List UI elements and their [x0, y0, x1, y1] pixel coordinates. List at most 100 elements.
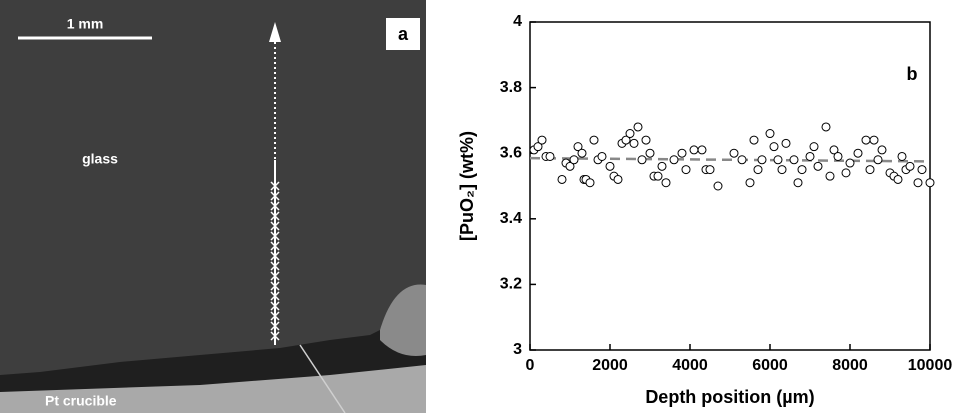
data-point	[669, 155, 679, 165]
x-tick-label: 10000	[908, 357, 953, 374]
cross	[270, 271, 280, 281]
data-point	[869, 135, 879, 145]
data-point	[865, 165, 875, 175]
data-point	[793, 178, 803, 188]
x-axis-label: Depth position (µm)	[645, 387, 814, 407]
cross	[270, 191, 280, 201]
y-tick-label: 3.2	[500, 276, 522, 293]
cross	[270, 221, 280, 231]
data-point	[861, 135, 871, 145]
data-point	[905, 161, 915, 171]
data-point	[789, 155, 799, 165]
data-point	[557, 174, 567, 184]
data-point	[565, 161, 575, 171]
data-point	[597, 151, 607, 161]
crucible-edge	[380, 284, 426, 356]
chart-panel: b Depth position (µm) [PuO₂] (wt%) 3 3.2 3…	[457, 13, 953, 407]
data-point	[689, 145, 699, 155]
data-point	[777, 165, 787, 175]
data-point	[773, 155, 783, 165]
micrograph-panel: 1 mm a glass Pt crucible	[0, 0, 426, 413]
data-point	[633, 122, 643, 132]
data-point	[813, 161, 823, 171]
data-point	[917, 165, 927, 175]
data-point	[589, 135, 599, 145]
cross	[270, 261, 280, 271]
measure-points	[270, 181, 280, 341]
data-point	[697, 145, 707, 155]
y-tick-label: 4	[513, 13, 522, 30]
x-tick-label: 4000	[672, 357, 708, 374]
data-point	[713, 181, 723, 191]
data-point	[753, 165, 763, 175]
region-label: Pt crucible	[45, 393, 117, 409]
cross	[270, 201, 280, 211]
data-point	[645, 148, 655, 158]
data-point	[841, 168, 851, 178]
data-point	[613, 174, 623, 184]
x-tick-label: 8000	[832, 357, 868, 374]
data-point	[573, 142, 583, 152]
data-point	[809, 142, 819, 152]
y-tick-label: 3.8	[500, 79, 522, 96]
data-point	[877, 145, 887, 155]
data-point	[745, 178, 755, 188]
y-tick-label: 3.4	[500, 210, 522, 227]
data-point	[925, 178, 935, 188]
cross	[270, 281, 280, 291]
data-point	[821, 122, 831, 132]
data-point	[829, 145, 839, 155]
data-point	[853, 148, 863, 158]
data-point	[569, 155, 579, 165]
data-point	[797, 165, 807, 175]
cross	[270, 231, 280, 241]
x-tick-label: 2000	[592, 357, 628, 374]
scale-bar-label: 1 mm	[67, 16, 104, 32]
data-point	[625, 129, 635, 139]
data-point	[641, 135, 651, 145]
data-point	[769, 142, 779, 152]
data-point	[705, 165, 715, 175]
data-point	[605, 161, 615, 171]
trend-line	[529, 156, 931, 163]
data-point	[533, 142, 543, 152]
data-point	[737, 155, 747, 165]
cross	[270, 311, 280, 321]
cross	[270, 251, 280, 261]
y-tick-label: 3	[513, 341, 522, 358]
data-point	[913, 178, 923, 188]
data-point	[833, 151, 843, 161]
x-tick-label: 0	[526, 357, 535, 374]
crust	[0, 300, 426, 395]
region-label: glass	[82, 151, 118, 167]
data-point	[897, 151, 907, 161]
data-point	[781, 138, 791, 148]
cross	[270, 291, 280, 301]
data-point	[805, 151, 815, 161]
cross	[270, 211, 280, 221]
data-point	[537, 135, 547, 145]
scratch	[299, 344, 346, 413]
data-point	[621, 135, 631, 145]
cross	[270, 301, 280, 311]
data-point	[749, 135, 759, 145]
data-point	[653, 171, 663, 181]
data-point	[661, 178, 671, 188]
arrow-head	[269, 22, 281, 42]
cross	[270, 241, 280, 251]
data-point	[629, 138, 639, 148]
data-point	[757, 155, 767, 165]
panel-label: b	[907, 64, 918, 84]
data-point	[765, 129, 775, 139]
cross	[270, 331, 280, 341]
panel-label-box	[386, 18, 420, 50]
data-point	[825, 171, 835, 181]
x-tick-label: 6000	[752, 357, 788, 374]
panel-label: a	[398, 24, 409, 44]
data-point	[577, 148, 587, 158]
cross	[270, 181, 280, 191]
data-point	[845, 158, 855, 168]
data-point	[637, 155, 647, 165]
